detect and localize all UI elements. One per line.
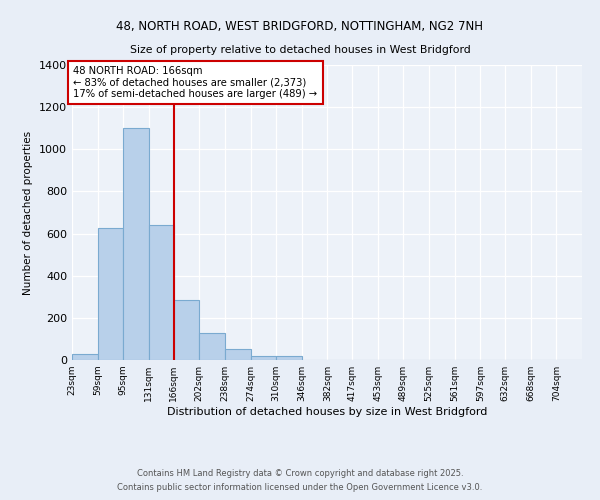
- Bar: [199, 332, 225, 360]
- Text: Size of property relative to detached houses in West Bridgford: Size of property relative to detached ho…: [130, 45, 470, 55]
- Bar: [72, 354, 98, 360]
- Bar: [123, 128, 149, 360]
- Text: Contains public sector information licensed under the Open Government Licence v3: Contains public sector information licen…: [118, 484, 482, 492]
- Bar: [149, 225, 174, 360]
- Text: 48 NORTH ROAD: 166sqm
← 83% of detached houses are smaller (2,373)
17% of semi-d: 48 NORTH ROAD: 166sqm ← 83% of detached …: [73, 66, 317, 100]
- Bar: [276, 356, 302, 360]
- Bar: [251, 356, 276, 360]
- X-axis label: Distribution of detached houses by size in West Bridgford: Distribution of detached houses by size …: [167, 407, 487, 417]
- Bar: [225, 350, 251, 360]
- Text: 48, NORTH ROAD, WEST BRIDGFORD, NOTTINGHAM, NG2 7NH: 48, NORTH ROAD, WEST BRIDGFORD, NOTTINGH…: [116, 20, 484, 33]
- Text: Contains HM Land Registry data © Crown copyright and database right 2025.: Contains HM Land Registry data © Crown c…: [137, 468, 463, 477]
- Y-axis label: Number of detached properties: Number of detached properties: [23, 130, 34, 294]
- Bar: [174, 300, 199, 360]
- Bar: [98, 228, 123, 360]
